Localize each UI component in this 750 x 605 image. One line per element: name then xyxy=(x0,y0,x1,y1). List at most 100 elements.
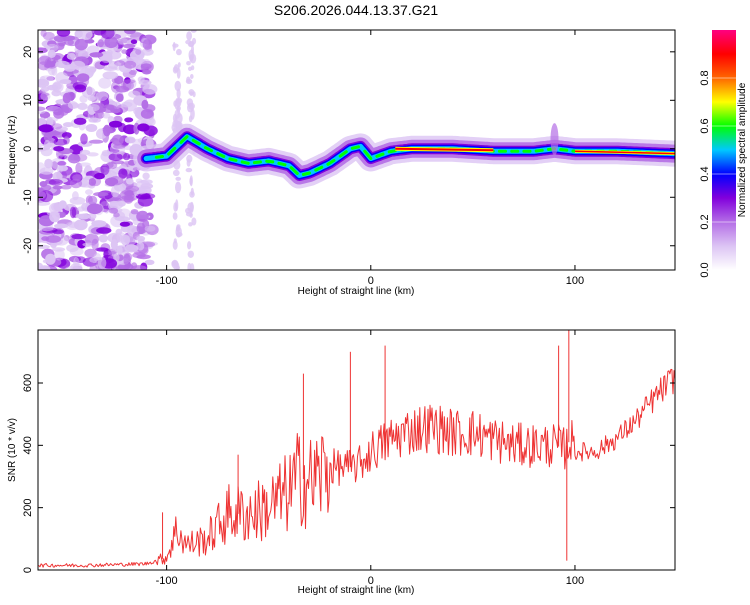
noise-blob xyxy=(102,113,110,119)
noise-blob xyxy=(72,174,82,181)
noise-blob xyxy=(123,79,135,83)
colorbar-tick-label: 0.4 xyxy=(699,166,711,181)
noise-blob xyxy=(54,224,68,229)
y-tick-label: -20 xyxy=(22,238,34,254)
noise-blob xyxy=(115,216,130,221)
noise-blob xyxy=(89,52,103,57)
noise-blob xyxy=(141,100,148,110)
noise-blob xyxy=(173,42,176,51)
noise-blob xyxy=(80,150,90,155)
noise-blob xyxy=(101,55,112,63)
noise-blob xyxy=(55,61,70,68)
noise-blob xyxy=(110,201,118,206)
noise-blob xyxy=(173,170,180,176)
colorbar-label: Normalized spectral amplitude xyxy=(737,82,748,217)
noise-blob xyxy=(98,39,104,47)
noise-blob xyxy=(38,56,51,66)
noise-blob xyxy=(190,74,194,79)
noise-blob xyxy=(44,140,51,151)
noise-blob xyxy=(55,72,68,83)
noise-blob xyxy=(186,79,192,84)
noise-blob xyxy=(142,84,157,95)
y-tick-label: 20 xyxy=(22,46,34,58)
noise-blob xyxy=(115,266,128,273)
snr-frame xyxy=(38,330,675,570)
noise-blob xyxy=(41,185,51,191)
frequency-ridge-core xyxy=(267,161,273,162)
noise-blob xyxy=(85,189,93,195)
noise-blob xyxy=(131,209,139,214)
noise-blob xyxy=(173,241,178,250)
noise-blob xyxy=(45,254,56,265)
colorbar-tick-label: 0.2 xyxy=(699,214,711,229)
noise-blob xyxy=(136,242,144,251)
noise-blob xyxy=(51,90,61,97)
colorbar-tick-label: 0.0 xyxy=(699,262,711,277)
noise-blob xyxy=(68,101,78,109)
noise-blob xyxy=(53,146,64,151)
noise-blob xyxy=(118,201,126,207)
frequency-ridge-core xyxy=(389,151,395,152)
frequency-ridge-core xyxy=(377,154,383,156)
noise-blob xyxy=(68,154,81,163)
noise-blob xyxy=(141,109,154,119)
noise-blob xyxy=(77,103,88,110)
colorbar-tick-label: 0.8 xyxy=(699,70,711,85)
snr-plot-area xyxy=(38,330,675,567)
noise-blob xyxy=(175,199,178,211)
noise-blob xyxy=(98,257,107,269)
noise-blob xyxy=(190,263,194,273)
y-tick-label: -10 xyxy=(22,189,34,205)
noise-blob xyxy=(57,161,66,166)
noise-blob xyxy=(39,124,54,132)
noise-blob xyxy=(109,153,123,161)
noise-blob xyxy=(121,49,127,54)
noise-blob xyxy=(54,249,65,260)
noise-blob xyxy=(49,179,63,186)
noise-blob xyxy=(141,63,152,69)
noise-blob xyxy=(91,220,106,227)
noise-blob xyxy=(136,236,145,242)
noise-blob xyxy=(103,125,111,137)
noise-blob xyxy=(141,193,156,199)
noise-blob xyxy=(140,179,152,184)
noise-blob xyxy=(124,117,133,122)
noise-blob xyxy=(74,84,86,92)
noise-blob xyxy=(188,222,193,226)
frequency-ridge-core xyxy=(254,162,260,163)
noise-blob xyxy=(175,109,181,118)
noise-blob xyxy=(126,186,139,193)
noise-blob xyxy=(92,239,99,251)
noise-blob xyxy=(109,176,124,185)
noise-blob xyxy=(173,66,178,73)
noise-blob xyxy=(116,93,124,102)
noise-blob xyxy=(126,178,134,184)
noise-blob xyxy=(88,96,96,101)
spectrogram-heatmap xyxy=(31,26,675,275)
snr-x-axis-label: Height of straight line (km) xyxy=(298,585,415,596)
noise-blob xyxy=(39,265,50,273)
noise-blob xyxy=(80,133,88,144)
noise-blob xyxy=(77,206,85,211)
noise-blob xyxy=(191,65,194,70)
noise-blob xyxy=(54,139,68,146)
spectrogram-y-axis-label: Frequency (Hz) xyxy=(7,116,18,185)
noise-blob xyxy=(41,236,49,241)
noise-blob xyxy=(175,99,180,110)
noise-blob xyxy=(106,105,114,110)
noise-blob xyxy=(57,28,70,37)
noise-blob xyxy=(74,118,87,125)
noise-blob xyxy=(188,251,194,258)
y-tick-label: 200 xyxy=(22,498,34,516)
noise-blob xyxy=(118,38,128,45)
noise-blob xyxy=(187,241,191,249)
noise-blob xyxy=(132,47,142,55)
frequency-ridge-core xyxy=(303,173,309,175)
noise-blob xyxy=(52,123,63,129)
noise-blob xyxy=(67,53,76,60)
noise-blob xyxy=(86,124,98,132)
noise-blob xyxy=(190,175,193,186)
noise-blob xyxy=(40,92,50,101)
noise-blob xyxy=(171,260,178,269)
